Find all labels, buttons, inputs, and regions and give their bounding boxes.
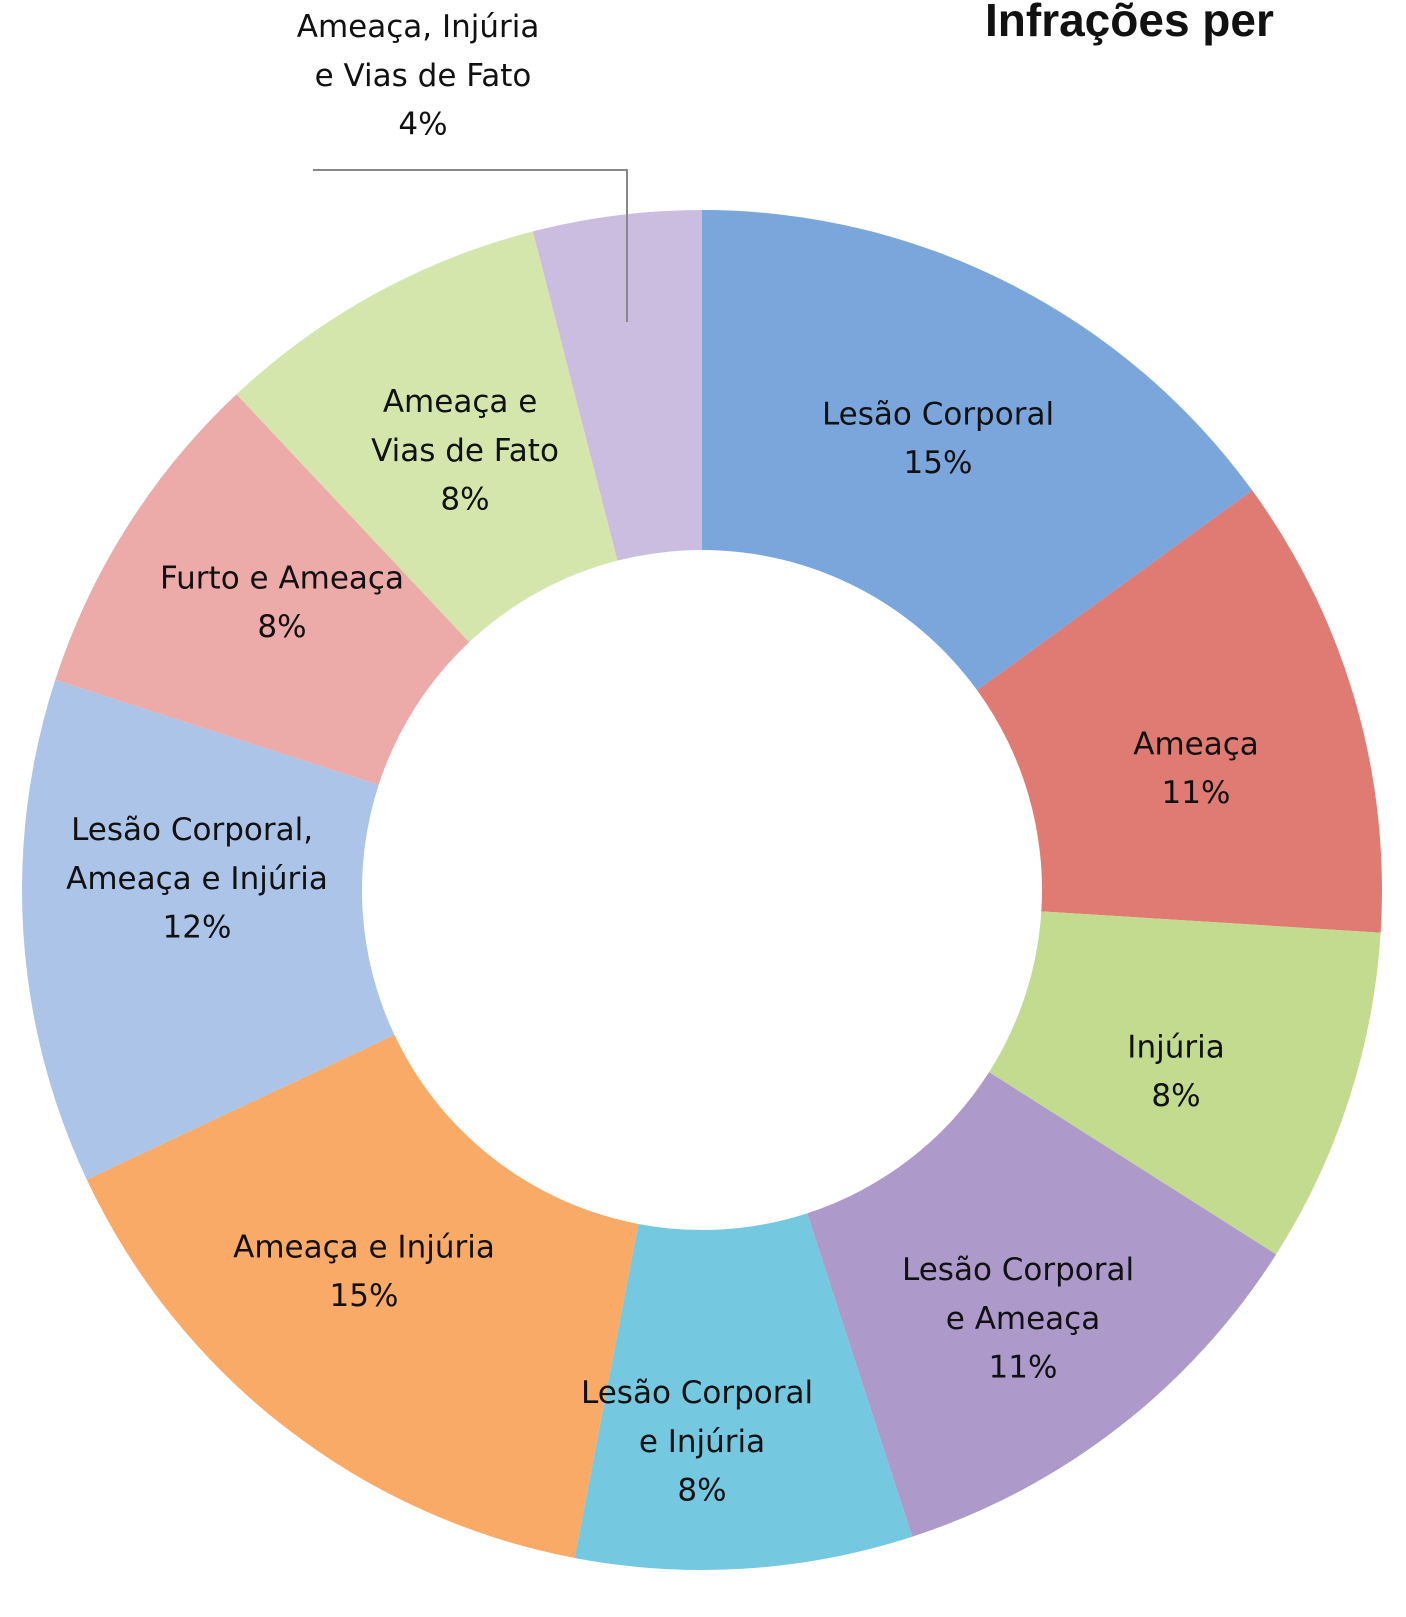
- slice: [22, 679, 395, 1180]
- slice-label: Injúria: [1127, 1029, 1224, 1065]
- slices: [22, 210, 1382, 1571]
- slice-label: Ameaça e Vias de Fato: [371, 384, 559, 469]
- value-label: 8%: [257, 609, 306, 645]
- chart-title: Infrações per: [985, 0, 1274, 46]
- slice-label: Furto e Ameaça: [160, 560, 404, 596]
- slice-label: Ameaça e Injúria: [233, 1229, 495, 1265]
- slice: [702, 210, 1253, 691]
- slice: [532, 210, 702, 561]
- slice-label: Ameaça: [1133, 726, 1259, 762]
- slice-label: Lesão Corporal e Injúria: [581, 1375, 823, 1460]
- slice-label: Lesão Corporal, Ameaça e Injúria: [66, 812, 328, 897]
- slice-label: Lesão Corporal e Ameaça: [902, 1252, 1144, 1337]
- value-label: 15%: [904, 445, 973, 481]
- slice-label: Ameaça, Injúria e Vias de Fato: [297, 9, 549, 94]
- slice: [977, 490, 1382, 933]
- value-label: 4%: [398, 107, 447, 143]
- value-label: 12%: [163, 910, 232, 946]
- slice: [989, 911, 1381, 1255]
- leader-line: [313, 169, 628, 322]
- value-label: 15%: [330, 1278, 399, 1314]
- slice: [236, 231, 618, 643]
- slice: [807, 1072, 1277, 1537]
- slice: [55, 394, 470, 785]
- value-label: 11%: [989, 1350, 1058, 1386]
- value-label: 11%: [1162, 775, 1231, 811]
- value-label: 8%: [1151, 1078, 1200, 1114]
- slice: [574, 1213, 913, 1571]
- value-label: 8%: [677, 1473, 726, 1509]
- slice: [86, 1034, 639, 1558]
- slice-label: Lesão Corporal: [822, 396, 1054, 432]
- value-label: 8%: [440, 482, 489, 518]
